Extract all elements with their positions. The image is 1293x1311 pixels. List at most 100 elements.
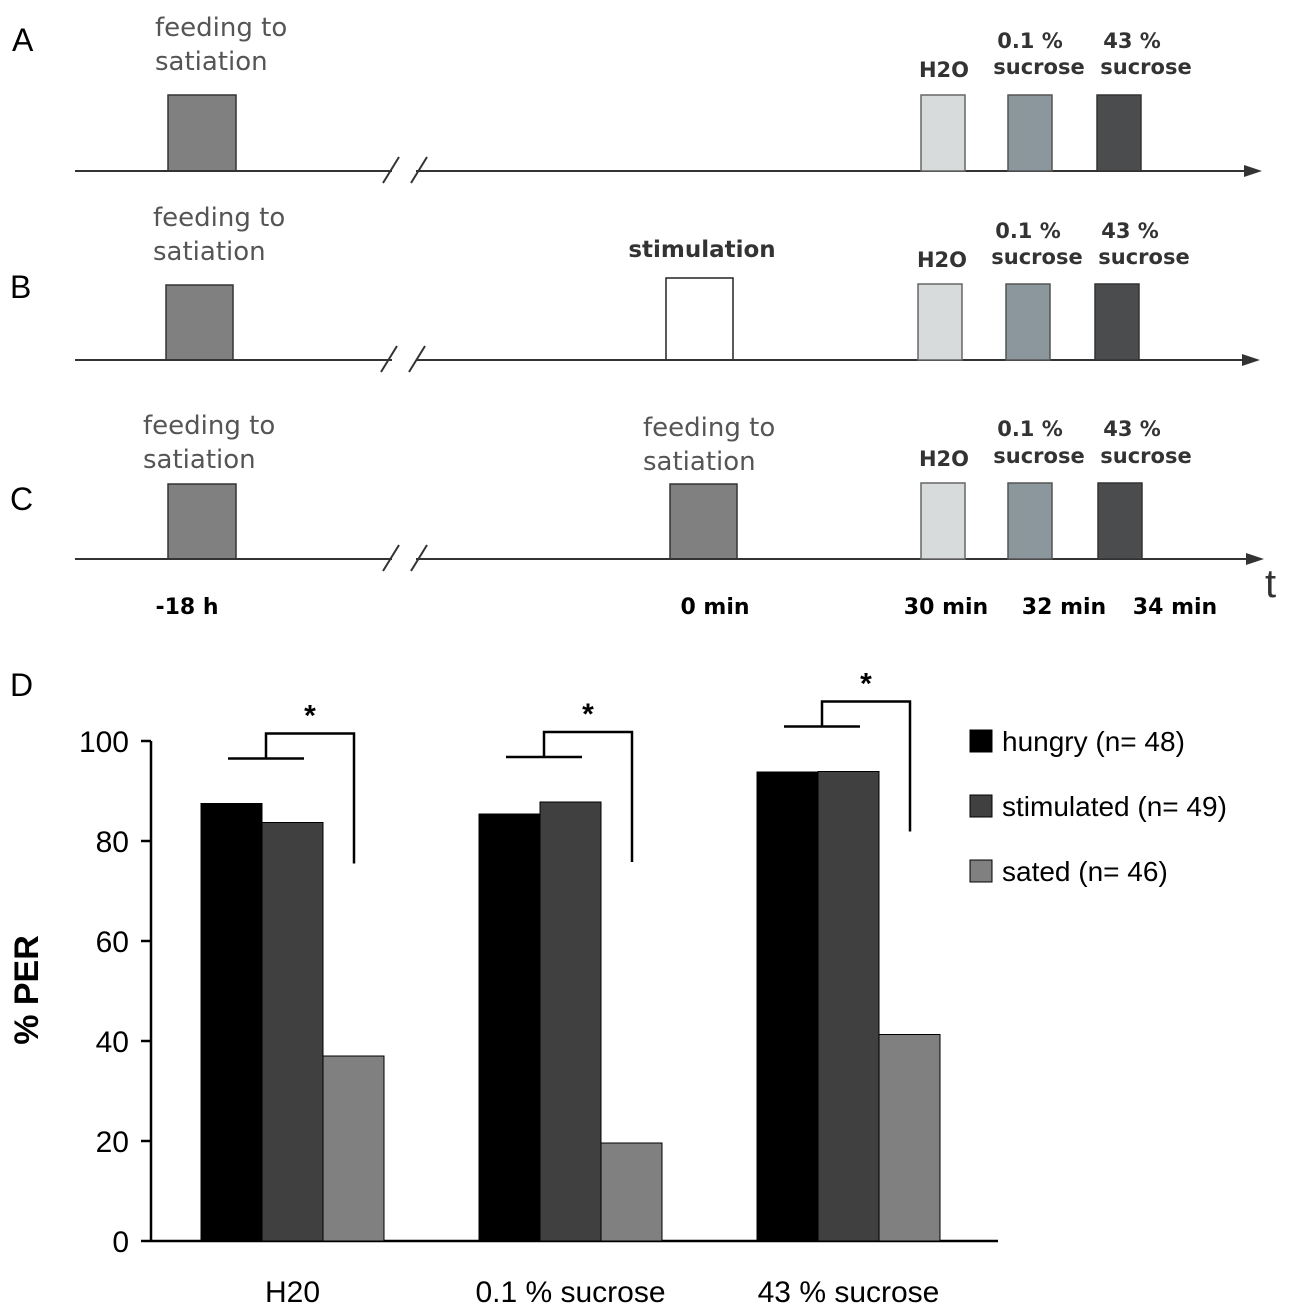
- legend-swatch: [969, 859, 993, 883]
- y-tick-label: 100: [79, 726, 129, 759]
- axis-arrow-b: [1242, 354, 1260, 366]
- significance-star: *: [304, 700, 316, 733]
- time-label-32min: 32 min: [1022, 595, 1106, 620]
- probe-label-a-low-line1: 0.1 %: [997, 29, 1063, 53]
- treatment-label-c-line2: satiation: [643, 447, 756, 477]
- feeding-box-a: [167, 94, 237, 172]
- treatment-label-c-line1: feeding to: [643, 413, 775, 443]
- probe-box-c-h2o: [920, 482, 966, 560]
- y-tick-label: 20: [96, 1126, 129, 1159]
- y-tick-label: 80: [96, 826, 129, 859]
- probe-label-b-h2o: H2O: [917, 248, 967, 272]
- axis-break-b-left: [380, 345, 398, 373]
- feeding-label-c-line2: satiation: [143, 445, 256, 475]
- time-label-0min: 0 min: [680, 595, 749, 620]
- bar-sated-1: [322, 1055, 385, 1242]
- probe-label-b-low-line2: sucrose: [991, 245, 1082, 269]
- bars: [200, 771, 941, 1242]
- y-tick-label: 0: [112, 1226, 129, 1259]
- time-labels: -18 h 0 min 30 min 32 min 34 min: [155, 595, 1217, 620]
- bar-stimulated-1: [261, 822, 324, 1242]
- probe-box-a-h2o: [920, 94, 966, 172]
- probe-box-c-low: [1007, 482, 1053, 560]
- feeding-label-b-line2: satiation: [153, 237, 266, 267]
- bracket-arm: [820, 700, 912, 832]
- y-tick-label: 60: [96, 926, 129, 959]
- legend: hungry (n= 48) stimulated (n= 49) sated (n…: [969, 726, 1227, 887]
- bar-stimulated-3: [817, 771, 880, 1242]
- x-axis-categories: H20 0.1 % sucrose 43 % sucrose: [265, 1276, 939, 1309]
- probe-box-b-h2o: [917, 283, 963, 361]
- probe-box-b-low: [1005, 283, 1051, 361]
- bracket-arm: [542, 730, 634, 862]
- probe-label-a-high-line2: sucrose: [1100, 55, 1191, 79]
- legend-swatch: [969, 729, 993, 753]
- stimulation-label: stimulation: [628, 237, 775, 263]
- probe-label-b-high-line2: sucrose: [1098, 245, 1189, 269]
- probe-label-b-low-line1: 0.1 %: [995, 219, 1061, 243]
- probe-box-b-high: [1094, 283, 1140, 361]
- y-tick-label: 40: [96, 1026, 129, 1059]
- time-label-34min: 34 min: [1133, 595, 1217, 620]
- legend-label: sated (n= 46): [1002, 856, 1168, 887]
- axis-gap-c: [392, 540, 416, 580]
- feeding-box-b: [165, 284, 234, 361]
- bar-hungry-2: [478, 813, 541, 1242]
- timeline-b: feeding to satiation stimulation H2O 0.1…: [75, 203, 1260, 381]
- bar-chart: % PER 0 20 40 60 80 100 H20 0.1 % sucrose 43 % …: [8, 668, 1227, 1310]
- axis-break-a-right: [410, 156, 428, 184]
- probe-label-c-low-line1: 0.1 %: [997, 417, 1063, 441]
- stimulation-box: [665, 277, 734, 361]
- feeding-box-c-0min: [669, 483, 738, 560]
- timeline-a: feeding to satiation H2O 0.1 % sucrose 4…: [75, 13, 1262, 192]
- time-label-30min: 30 min: [904, 595, 988, 620]
- time-label-minus-18h: -18 h: [155, 595, 218, 620]
- panel-label-a: A: [12, 22, 34, 58]
- feeding-label-b-line1: feeding to: [153, 203, 285, 233]
- x-category-label: 43 % sucrose: [758, 1276, 940, 1309]
- legend-label: hungry (n= 48): [1002, 726, 1185, 757]
- legend-swatch: [969, 794, 993, 818]
- probe-label-c-high-line2: sucrose: [1100, 444, 1191, 468]
- bar-hungry-3: [756, 771, 819, 1242]
- probe-label-c-h2o: H2O: [919, 447, 969, 471]
- probe-label-b-high-line1: 43 %: [1101, 219, 1159, 243]
- axis-break-c-left: [382, 544, 400, 572]
- axis-arrow-a: [1244, 165, 1262, 177]
- timeline-c: feeding to satiation feeding to satiatio…: [75, 411, 1276, 606]
- significance-star: *: [582, 698, 594, 731]
- feeding-label-c-line1: feeding to: [143, 411, 275, 441]
- axis-break-a-left: [382, 156, 400, 184]
- significance-brackets: * * *: [228, 668, 912, 864]
- axis-break-c-right: [410, 544, 428, 572]
- bar-sated-3: [878, 1034, 941, 1242]
- probe-label-a-h2o: H2O: [919, 58, 969, 82]
- panel-label-c: C: [10, 481, 33, 517]
- bar-sated-2: [600, 1142, 663, 1242]
- bar-stimulated-2: [539, 801, 602, 1242]
- panel-label-d: D: [10, 667, 33, 703]
- bracket-arm: [264, 732, 356, 864]
- probe-label-a-low-line2: sucrose: [993, 55, 1084, 79]
- x-category-label: H20: [265, 1276, 320, 1309]
- time-axis-letter: t: [1265, 562, 1276, 606]
- x-category-label: 0.1 % sucrose: [475, 1276, 665, 1309]
- y-axis-label: % PER: [8, 935, 46, 1045]
- probe-box-a-high: [1096, 94, 1142, 172]
- axis-break-b-right: [408, 345, 426, 373]
- probe-box-c-high: [1097, 482, 1143, 560]
- feeding-label-a-line1: feeding to: [155, 13, 287, 43]
- axis-arrow-c: [1246, 553, 1264, 565]
- axis-gap-a: [392, 152, 416, 192]
- probe-label-c-low-line2: sucrose: [993, 444, 1084, 468]
- bar-hungry-1: [200, 803, 263, 1242]
- probe-label-c-high-line1: 43 %: [1103, 417, 1161, 441]
- probe-box-a-low: [1007, 94, 1053, 172]
- probe-label-a-high-line1: 43 %: [1103, 29, 1161, 53]
- feeding-box-c: [167, 483, 237, 560]
- legend-label: stimulated (n= 49): [1002, 791, 1227, 822]
- panel-label-b: B: [10, 269, 31, 305]
- significance-star: *: [860, 668, 872, 701]
- feeding-label-a-line2: satiation: [155, 47, 268, 77]
